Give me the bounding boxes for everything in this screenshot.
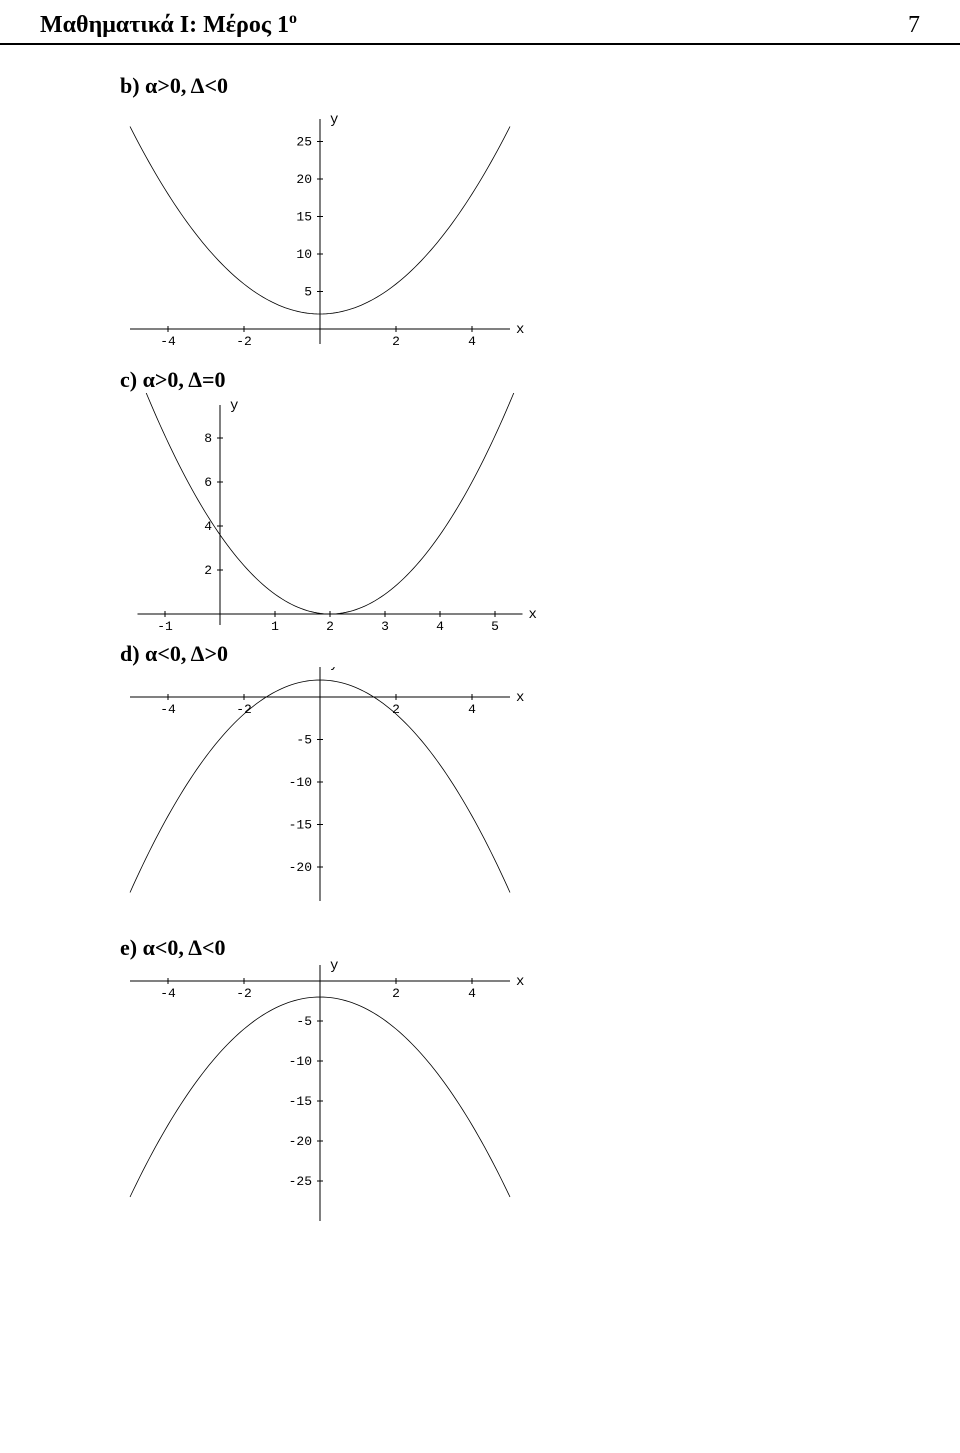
- case-b-label: b) α>0, Δ<0: [120, 73, 900, 99]
- page-number: 7: [908, 12, 920, 39]
- page-header: Μαθηματικά Ι: Μέρος 1ο 7: [0, 0, 960, 45]
- svg-text:-4: -4: [160, 986, 176, 1001]
- title-text: Μαθηματικά Ι: Μέρος 1: [40, 12, 289, 38]
- header-title: Μαθηματικά Ι: Μέρος 1ο: [40, 10, 297, 39]
- svg-text:y: y: [330, 112, 338, 128]
- case-c-label: c) α>0, Δ=0: [120, 367, 900, 393]
- chart-c: -1123452468yx: [120, 393, 900, 633]
- svg-text:1: 1: [271, 619, 279, 633]
- svg-text:y: y: [330, 667, 338, 672]
- svg-text:y: y: [330, 961, 338, 974]
- svg-text:-4: -4: [160, 334, 176, 349]
- chart-d: -4-224-5-10-15-20yx: [120, 667, 900, 927]
- svg-text:2: 2: [392, 702, 400, 717]
- svg-text:5: 5: [304, 285, 312, 300]
- svg-text:-10: -10: [289, 1054, 312, 1069]
- svg-text:x: x: [529, 607, 537, 623]
- svg-text:4: 4: [468, 334, 476, 349]
- svg-text:-20: -20: [289, 860, 312, 875]
- title-sup: ο: [289, 10, 297, 27]
- svg-text:2: 2: [326, 619, 334, 633]
- svg-text:8: 8: [204, 431, 212, 446]
- svg-text:2: 2: [392, 334, 400, 349]
- svg-text:-25: -25: [289, 1174, 312, 1189]
- svg-text:5: 5: [491, 619, 499, 633]
- svg-text:-1: -1: [157, 619, 173, 633]
- svg-text:x: x: [516, 322, 524, 338]
- svg-text:y: y: [230, 398, 238, 414]
- svg-text:3: 3: [381, 619, 389, 633]
- case-d-label: d) α<0, Δ>0: [120, 641, 900, 667]
- svg-text:-15: -15: [289, 1094, 312, 1109]
- svg-text:-20: -20: [289, 1134, 312, 1149]
- svg-text:4: 4: [468, 986, 476, 1001]
- svg-text:10: 10: [296, 247, 312, 262]
- svg-text:-2: -2: [236, 986, 252, 1001]
- svg-text:-2: -2: [236, 334, 252, 349]
- svg-text:-10: -10: [289, 775, 312, 790]
- svg-text:15: 15: [296, 210, 312, 225]
- svg-text:20: 20: [296, 172, 312, 187]
- svg-text:x: x: [516, 690, 524, 706]
- svg-text:-5: -5: [296, 733, 312, 748]
- svg-text:4: 4: [436, 619, 444, 633]
- svg-text:x: x: [516, 974, 524, 990]
- page-content: b) α>0, Δ<0 -4-224510152025yx c) α>0, Δ=…: [0, 45, 960, 1251]
- chart-b: -4 -2 2 4 5 10 15 20 25 y x: [120, 99, 900, 359]
- svg-text:6: 6: [204, 475, 212, 490]
- svg-text:25: 25: [296, 135, 312, 150]
- case-e-label: e) α<0, Δ<0: [120, 935, 900, 961]
- svg-text:-4: -4: [160, 702, 176, 717]
- svg-text:2: 2: [392, 986, 400, 1001]
- svg-text:-15: -15: [289, 818, 312, 833]
- svg-text:2: 2: [204, 563, 212, 578]
- svg-text:4: 4: [468, 702, 476, 717]
- chart-e: -4 -2 2 4 -5 -10 -15 -20 -25 y x: [120, 961, 900, 1231]
- svg-text:-5: -5: [296, 1014, 312, 1029]
